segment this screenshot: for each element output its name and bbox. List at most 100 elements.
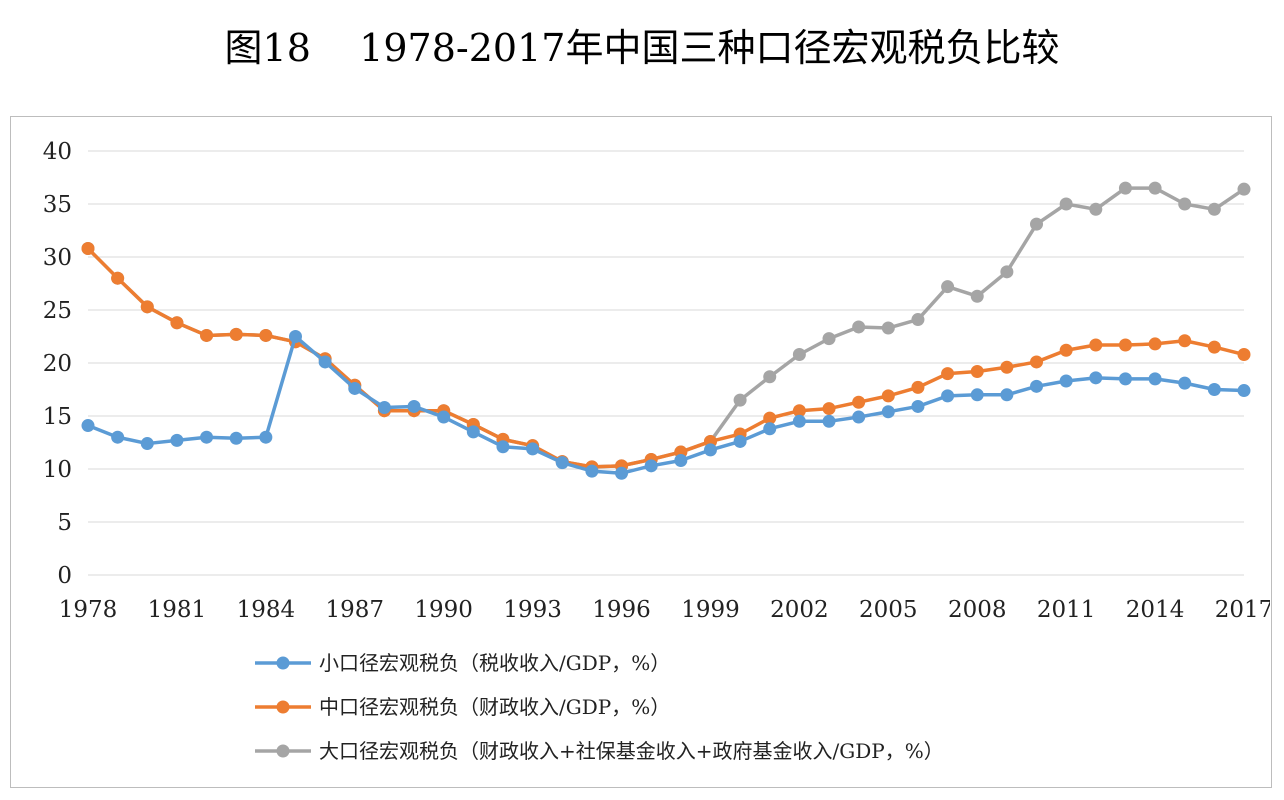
x-tick-label: 2014	[1126, 597, 1185, 623]
chart-title: 图18 1978-2017年中国三种口径宏观税负比较	[224, 26, 1060, 70]
data-point	[200, 430, 214, 444]
data-point	[911, 399, 925, 413]
data-point	[1178, 197, 1192, 211]
data-point	[763, 370, 777, 384]
legend-swatch-marker	[276, 656, 290, 670]
data-point	[1207, 383, 1221, 396]
data-point	[1118, 181, 1132, 195]
data-point	[81, 242, 95, 256]
data-point	[911, 380, 925, 394]
data-point	[229, 327, 243, 341]
data-point	[822, 332, 836, 346]
legend-item-2: 大口径宏观税负（财政收入+社保基金收入+政府基金收入/GDP，%）	[255, 739, 944, 763]
data-point	[1089, 338, 1103, 352]
data-point	[1089, 202, 1103, 216]
data-point	[763, 411, 777, 425]
x-tick-label: 2008	[948, 597, 1007, 623]
y-tick-label: 20	[43, 351, 72, 377]
gridlines	[88, 150, 1244, 576]
data-point	[792, 404, 806, 418]
data-point	[1237, 384, 1251, 398]
data-point	[1030, 217, 1044, 231]
x-axis-ticks: 1978 1981 1984 1987 1990 1993 1996 1999 2002 2005…	[59, 597, 1270, 623]
data-point	[111, 271, 125, 285]
data-point	[1207, 340, 1221, 354]
data-point	[792, 348, 806, 362]
data-point	[1059, 197, 1073, 211]
legend-item-0: 小口径宏观税负（税收收入/GDP，%）	[255, 651, 670, 675]
data-point	[970, 364, 984, 378]
data-point	[941, 280, 955, 294]
series-2	[81, 181, 1251, 474]
legend-swatch-marker	[276, 744, 290, 758]
data-point	[377, 401, 391, 415]
data-point	[615, 466, 629, 480]
series-0	[81, 330, 1251, 480]
legend-swatch-marker	[276, 700, 290, 714]
data-point	[822, 414, 836, 428]
x-tick-label: 1987	[325, 597, 384, 623]
data-point	[1030, 379, 1044, 393]
data-point	[1148, 181, 1162, 195]
data-point	[1000, 360, 1014, 374]
x-tick-label: 1993	[503, 597, 562, 623]
data-point	[1030, 355, 1044, 369]
data-point	[1148, 372, 1162, 386]
y-tick-label: 40	[43, 139, 72, 165]
data-point	[170, 433, 184, 447]
data-point	[852, 410, 866, 424]
legend-label: 大口径宏观税负（财政收入+社保基金收入+政府基金收入/GDP，%）	[319, 739, 944, 763]
y-tick-label: 15	[43, 404, 72, 430]
y-tick-label: 35	[43, 192, 72, 218]
x-tick-label: 2005	[859, 597, 918, 623]
data-point	[437, 410, 451, 424]
data-point	[1118, 338, 1132, 352]
series-line	[86, 247, 1245, 469]
y-tick-label: 5	[57, 510, 72, 536]
data-point	[111, 430, 125, 444]
data-point	[911, 313, 925, 327]
data-point	[318, 355, 332, 369]
data-point	[466, 425, 480, 439]
x-tick-label: 1999	[681, 597, 740, 623]
data-point	[852, 395, 866, 409]
data-point	[1089, 371, 1103, 385]
data-point	[941, 367, 955, 381]
data-point	[1118, 372, 1132, 386]
data-point	[792, 414, 806, 428]
data-point	[763, 422, 777, 436]
y-axis-ticks: 0 5 10 15 20 25 30 35 40	[43, 139, 72, 589]
legend: 小口径宏观税负（税收收入/GDP，%） 中口径宏观税负（财政收入/GDP，%） 大口…	[255, 651, 944, 763]
y-tick-label: 25	[43, 298, 72, 324]
data-point	[733, 434, 747, 448]
data-point	[200, 328, 214, 342]
data-point	[1059, 374, 1073, 388]
legend-label: 中口径宏观税负（财政收入/GDP，%）	[319, 695, 670, 719]
chart-frame: 0 5 10 15 20 25 30 35 40 1978 1981 1984 1987 1990 199…	[10, 116, 1272, 788]
data-point	[140, 437, 154, 451]
x-tick-label: 1984	[237, 597, 296, 623]
data-point	[1000, 388, 1014, 402]
data-point	[229, 431, 243, 445]
x-tick-label: 1996	[592, 597, 651, 623]
data-point	[733, 393, 747, 407]
data-point	[259, 430, 273, 444]
data-point	[1237, 182, 1251, 196]
data-point	[970, 289, 984, 303]
data-point	[852, 320, 866, 334]
data-point	[348, 381, 362, 395]
data-point	[941, 389, 955, 403]
data-point	[1207, 202, 1221, 216]
x-tick-label: 2017	[1215, 597, 1270, 623]
legend-label: 小口径宏观税负（税收收入/GDP，%）	[319, 651, 670, 675]
data-point	[1000, 265, 1014, 279]
data-point	[703, 443, 717, 457]
data-point	[1148, 337, 1162, 351]
data-point	[555, 456, 569, 470]
legend-item-1: 中口径宏观税负（财政收入/GDP，%）	[255, 695, 670, 719]
data-point	[259, 328, 273, 342]
data-point	[881, 321, 895, 335]
x-tick-label: 2002	[770, 597, 829, 623]
data-point	[644, 459, 658, 473]
series-line	[86, 186, 1245, 469]
